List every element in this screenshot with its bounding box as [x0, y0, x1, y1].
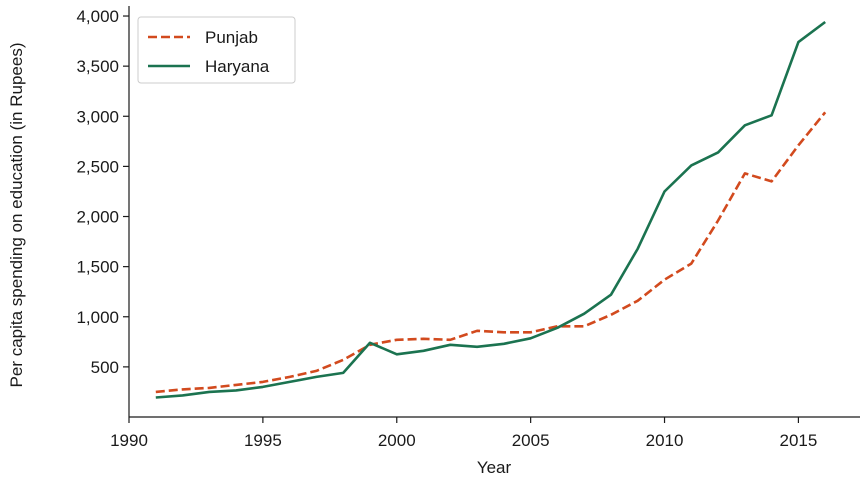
y-tick-label: 2,000 [76, 208, 119, 227]
y-tick-label: 500 [91, 358, 119, 377]
y-axis-title: Per capita spending on education (in Rup… [7, 43, 26, 388]
series-line-punjab [155, 111, 827, 394]
x-tick-label: 2015 [779, 431, 817, 450]
legend: Punjab Haryana [137, 16, 296, 84]
plot-area: 1990 1995 2000 2005 2010 2015 500 1,000 1,500 2,… [76, 6, 860, 450]
x-tick-label: 2005 [512, 431, 550, 450]
y-tick-label: 1,000 [76, 308, 119, 327]
legend-label-punjab: Punjab [205, 28, 258, 47]
x-axis-ticks: 1990 1995 2000 2005 2010 2015 [110, 417, 817, 450]
x-tick-label: 2000 [378, 431, 416, 450]
series-line-haryana [155, 20, 826, 399]
x-tick-label: 1995 [244, 431, 282, 450]
series-lines [155, 20, 827, 399]
x-tick-label: 2010 [646, 431, 684, 450]
y-tick-label: 2,500 [76, 157, 119, 176]
y-tick-label: 3,500 [76, 57, 119, 76]
y-tick-label: 4,000 [76, 7, 119, 26]
legend-label-haryana: Haryana [205, 57, 270, 76]
x-tick-label: 1990 [110, 431, 148, 450]
y-tick-label: 3,000 [76, 107, 119, 126]
y-axis-ticks: 500 1,000 1,500 2,000 2,500 3,000 3,500 4,000 [76, 7, 129, 377]
y-tick-label: 1,500 [76, 258, 119, 277]
x-axis-title: Year [477, 458, 512, 477]
